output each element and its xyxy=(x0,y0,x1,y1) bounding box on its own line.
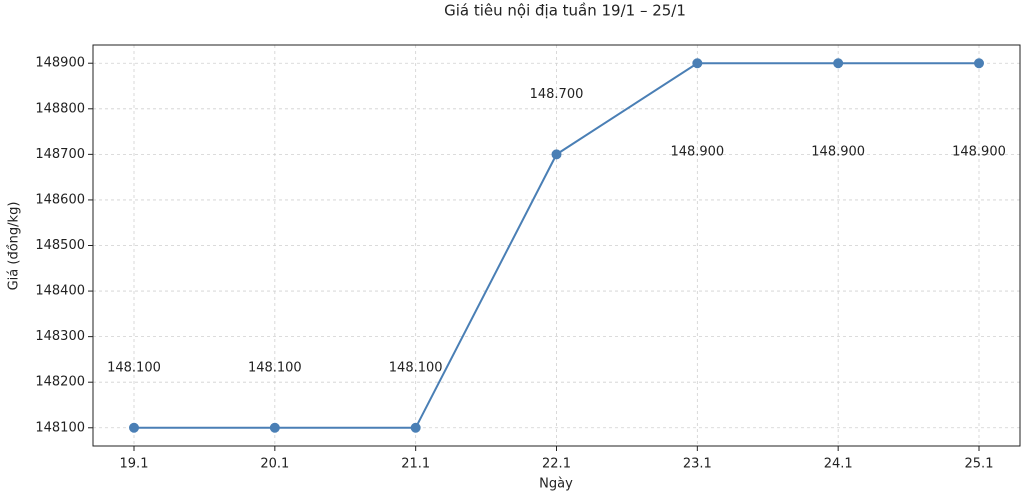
point xyxy=(129,422,139,433)
point xyxy=(410,422,421,433)
data-label: 148.900 xyxy=(811,145,865,160)
point xyxy=(974,58,984,69)
data-label: 148.700 xyxy=(530,87,584,102)
y-tick-label: 148300 xyxy=(35,329,85,344)
x-tick-label: 19.1 xyxy=(120,457,149,472)
y-tick-label: 148400 xyxy=(35,284,85,299)
x-tick-label: 25.1 xyxy=(965,457,994,472)
chart-title: Giá tiêu nội địa tuần 19/1 – 25/1 xyxy=(444,2,686,20)
point xyxy=(833,58,844,69)
data-label: 148.100 xyxy=(107,360,161,375)
point xyxy=(551,149,562,160)
y-tick-label: 148700 xyxy=(35,147,85,162)
x-tick-label: 24.1 xyxy=(824,457,853,472)
y-tick-label: 148500 xyxy=(35,238,85,253)
y-tick-label: 148100 xyxy=(35,420,85,435)
point xyxy=(692,58,703,69)
data-label: 148.900 xyxy=(952,145,1006,160)
data-label: 148.900 xyxy=(670,145,724,160)
y-tick-label: 148900 xyxy=(35,56,85,71)
y-tick-label: 148200 xyxy=(35,375,85,390)
x-tick-label: 23.1 xyxy=(683,457,712,472)
data-label: 148.100 xyxy=(248,360,302,375)
y-axis-label: Giá (đồng/kg) xyxy=(7,202,22,291)
plot-frame xyxy=(92,44,1021,447)
point xyxy=(269,422,280,433)
x-axis-label: Ngày xyxy=(539,477,573,491)
x-tick-label: 21.1 xyxy=(401,457,430,472)
x-tick-label: 20.1 xyxy=(260,457,289,472)
y-tick-label: 148800 xyxy=(35,101,85,116)
y-tick-label: 148600 xyxy=(35,192,85,207)
x-tick-label: 22.1 xyxy=(542,457,571,472)
data-label: 148.100 xyxy=(389,360,443,375)
